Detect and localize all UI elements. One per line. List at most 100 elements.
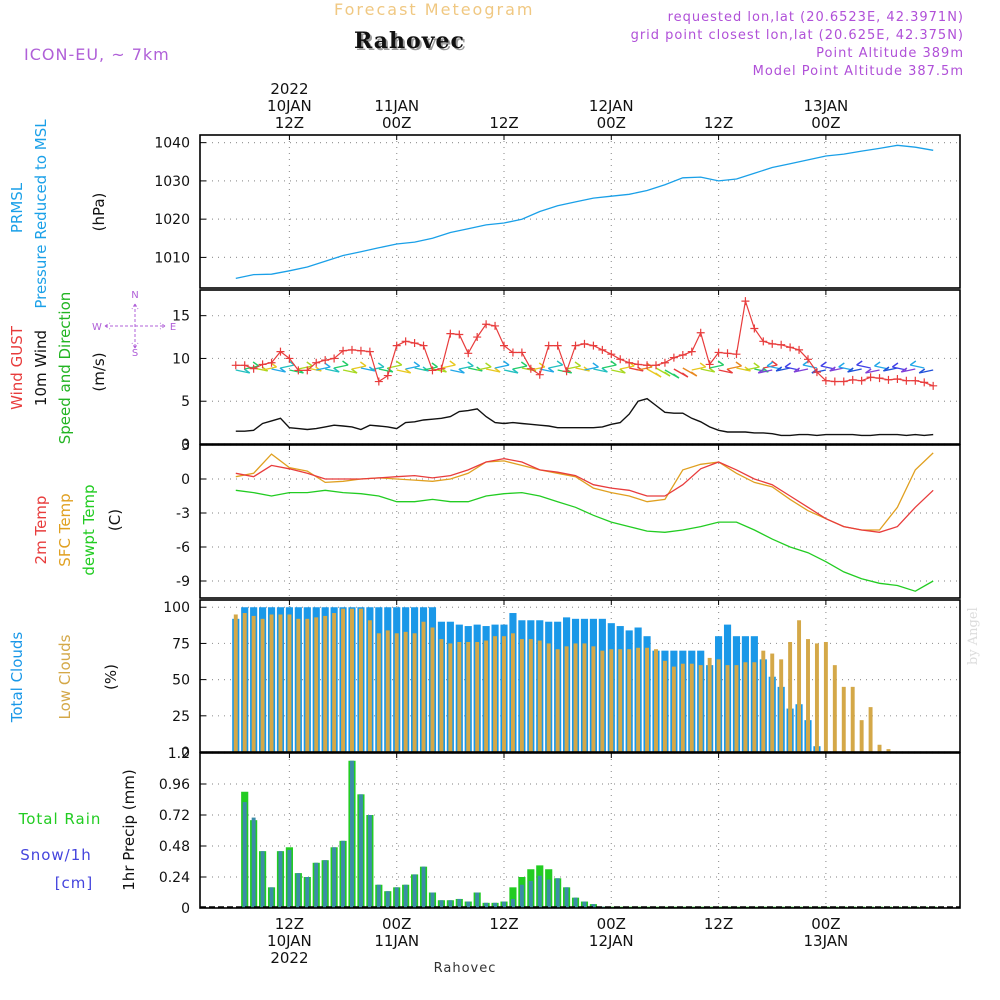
gust-marker: [857, 376, 866, 385]
wind-arrow-head: [359, 361, 367, 367]
low-cloud-bar: [832, 665, 837, 752]
wind-arrow: [405, 365, 420, 370]
snow-bar: [278, 851, 283, 908]
wind-arrow: [289, 369, 304, 374]
wind-arrow-head: [306, 361, 313, 367]
gust-marker: [911, 376, 920, 385]
snow-bar: [546, 879, 551, 908]
y-tick-label: 75: [172, 636, 190, 652]
gust-marker: [821, 376, 830, 385]
gust-marker: [312, 358, 321, 367]
gust-marker: [374, 377, 383, 386]
wind-arrow: [620, 365, 635, 370]
gust-marker: [804, 355, 812, 364]
wind-arrow: [847, 368, 862, 373]
low-cloud-bar: [367, 620, 372, 752]
wind-arrow-head: [458, 368, 465, 374]
footer-station: Rahovec: [434, 961, 497, 976]
top-axis-label: 10JAN: [267, 97, 312, 115]
wind-arrow: [883, 367, 898, 372]
low-cloud-bar: [814, 643, 819, 752]
low-cloud-bar: [609, 649, 614, 752]
wind-arrow-head: [847, 367, 854, 373]
low-cloud-bar: [314, 617, 319, 752]
snow-bar: [528, 880, 533, 908]
wind-arrow: [584, 366, 599, 371]
wind-arrow-head: [699, 362, 707, 368]
bottom-axis-label: 2022: [270, 949, 308, 967]
wind-10m-label: 10m Wind: [32, 330, 50, 406]
wind-arrow-head: [900, 367, 908, 373]
low-cloud-bar: [466, 641, 471, 752]
wind-arrow-head: [592, 362, 599, 368]
y-tick-label: -6: [176, 540, 190, 556]
snow-bar: [287, 849, 292, 908]
gust-marker: [589, 341, 598, 350]
gust-marker: [473, 333, 482, 342]
low-cloud-bar: [868, 707, 873, 752]
low-cloud-bar: [886, 749, 891, 752]
gust-marker: [276, 347, 285, 356]
snow-bar: [350, 760, 354, 908]
wind-arrow: [485, 368, 501, 373]
snow-bar: [537, 875, 542, 908]
compass-arrows: [104, 303, 166, 349]
wind-arrow-head: [717, 360, 725, 366]
bottom-axis-label: 12JAN: [589, 932, 634, 950]
low-cloud-bar: [403, 631, 408, 752]
wind-arrow-head: [538, 362, 546, 368]
wind-arrow-head: [708, 367, 716, 373]
grid-point-coords: grid point closest lon,lat (20.625E, 42.…: [630, 28, 964, 43]
wind-arrow-head: [909, 360, 917, 366]
low-cloud-bar: [457, 641, 462, 752]
bottom-axis-label: 12Z: [489, 915, 518, 933]
wind-arrow: [360, 367, 376, 372]
wind-arrow-head: [820, 361, 827, 367]
gust-marker: [696, 328, 705, 337]
top-axis-label: 00Z: [811, 114, 840, 132]
wind-arrow-head: [681, 372, 689, 378]
top-axis-label: 11JAN: [374, 97, 419, 115]
gust-marker: [777, 340, 786, 349]
snow-bar: [510, 898, 515, 908]
y-tick-label: 0.72: [159, 808, 190, 824]
requested-coords: requested lon,lat (20.6523E, 42.3971N): [667, 10, 964, 25]
gust-marker: [517, 348, 526, 357]
y-tick-label: 100: [163, 600, 190, 616]
low-cloud-bar: [537, 640, 542, 752]
gust-marker: [419, 341, 428, 350]
wind-arrow-head: [395, 360, 403, 366]
low-cloud-bar: [618, 649, 623, 752]
wind-arrow: [459, 365, 474, 370]
wind-arrow-head: [574, 361, 581, 367]
gust-marker: [526, 364, 535, 373]
gust-marker: [294, 366, 303, 375]
rain-bar: [509, 887, 517, 908]
wind-arrow: [865, 369, 880, 374]
wind-arrow: [727, 365, 742, 370]
low-cloud-bar: [421, 621, 426, 752]
top-axis-label: 12JAN: [589, 97, 634, 115]
low-cloud-bar: [806, 639, 810, 752]
gust-marker: [356, 346, 365, 355]
gust-marker: [607, 350, 616, 359]
snow-bar: [466, 901, 471, 908]
gust-marker: [544, 341, 553, 350]
wind-arrow: [611, 369, 626, 374]
wind-arrow: [280, 364, 295, 369]
wind-arrow: [378, 368, 393, 373]
low-cloud-bar: [555, 649, 560, 752]
wind-arrow-head: [829, 366, 836, 372]
gust-markers: [231, 297, 938, 390]
y-tick-label: -9: [176, 574, 190, 590]
wind-arrow-head: [838, 362, 845, 368]
wind-arrow-head: [351, 368, 358, 374]
wind-arrow-head: [511, 368, 519, 374]
snow-bar: [502, 901, 506, 908]
wind-arrow: [736, 367, 751, 372]
low-cloud-bar: [761, 650, 766, 752]
wind-unit: (m/s): [90, 352, 108, 391]
low-cloud-bar: [850, 686, 855, 752]
gust-marker: [830, 377, 839, 386]
